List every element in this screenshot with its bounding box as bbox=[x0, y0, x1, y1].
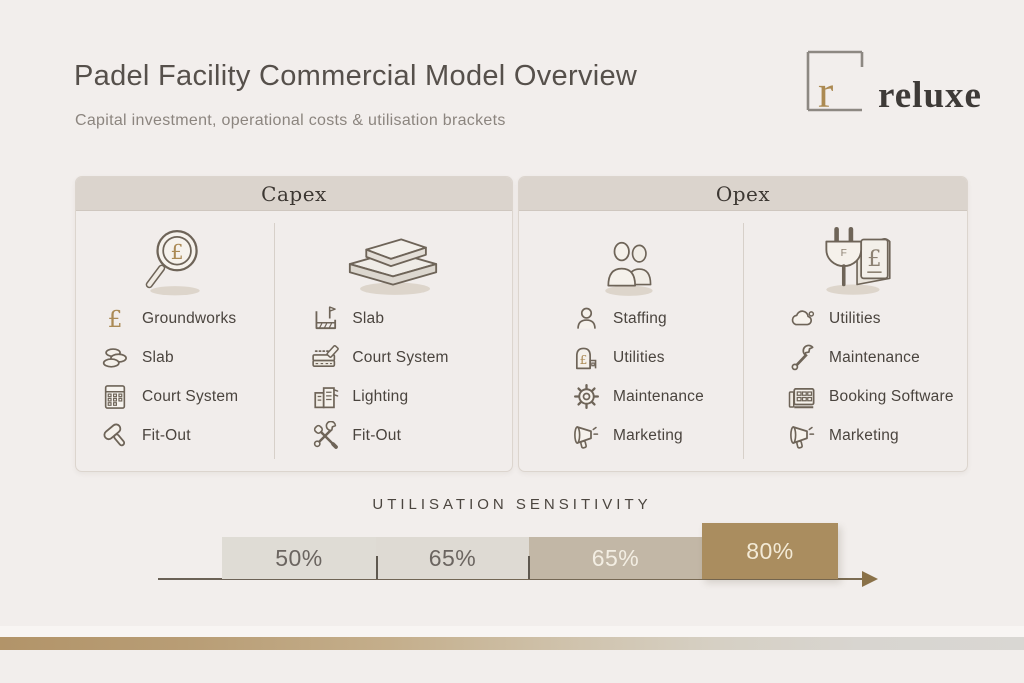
capex-column-2: Slab Court System Lighting Fit-Out bbox=[274, 211, 512, 471]
page-title: Padel Facility Commercial Model Overview bbox=[74, 60, 638, 92]
people-icon bbox=[519, 211, 743, 299]
segment-65-percent-low: 65% bbox=[376, 537, 529, 579]
axis-line bbox=[158, 578, 864, 580]
item-label: Booking Software bbox=[829, 387, 954, 405]
logo-wordmark: reluxe bbox=[878, 75, 982, 116]
footer-light-strip bbox=[0, 626, 1024, 637]
item-label: Marketing bbox=[613, 426, 683, 444]
segment-80-percent: 80% bbox=[702, 523, 838, 579]
opex-panel-title: Opex bbox=[519, 177, 967, 211]
list-item: Utilities bbox=[571, 338, 743, 377]
magnifier-pound-icon bbox=[76, 211, 274, 299]
slab-corner-flag-icon bbox=[310, 304, 340, 334]
sensitivity-title: UTILISATION SENSITIVITY bbox=[372, 496, 652, 513]
item-label: Court System bbox=[142, 387, 239, 405]
item-label: Court System bbox=[352, 348, 449, 366]
calculator-icon bbox=[100, 382, 130, 412]
list-item: Utilities bbox=[787, 299, 967, 338]
pound-icon bbox=[100, 304, 130, 334]
item-label: Maintenance bbox=[829, 348, 920, 366]
logo-mark-icon: r bbox=[806, 50, 864, 117]
axis-tick bbox=[528, 556, 530, 579]
item-label: Utilities bbox=[829, 309, 881, 327]
segment-65-percent-mid: 65% bbox=[529, 537, 702, 579]
list-item: Slab bbox=[310, 299, 512, 338]
reluxe-logo: r reluxe bbox=[806, 50, 982, 117]
item-label: Lighting bbox=[352, 387, 409, 405]
list-item: Maintenance bbox=[571, 377, 743, 416]
axis-arrow-icon bbox=[862, 571, 878, 587]
list-item: Staffing bbox=[571, 299, 743, 338]
list-item: Fit-Out bbox=[310, 416, 512, 455]
person-icon bbox=[571, 304, 601, 334]
item-label: Fit-Out bbox=[142, 426, 191, 444]
svg-text:r: r bbox=[818, 66, 833, 112]
megaphone-icon bbox=[571, 421, 601, 451]
list-item: Court System bbox=[100, 377, 274, 416]
item-label: Groundworks bbox=[142, 309, 237, 327]
cloud-icon bbox=[787, 304, 817, 334]
footer-gradient-bar bbox=[0, 637, 1024, 650]
capex-panel: Capex Groundworks Slab Court System bbox=[75, 176, 513, 472]
item-label: Slab bbox=[352, 309, 385, 327]
axis-tick bbox=[376, 556, 378, 579]
list-item: Booking Software bbox=[787, 377, 967, 416]
item-label: Marketing bbox=[829, 426, 899, 444]
opex-column-2: Utilities Maintenance Booking Software M… bbox=[743, 211, 967, 471]
list-item: Groundworks bbox=[100, 299, 274, 338]
list-item: Slab bbox=[100, 338, 274, 377]
wrench-icon bbox=[787, 343, 817, 373]
item-label: Slab bbox=[142, 348, 174, 366]
item-label: Staffing bbox=[613, 309, 667, 327]
item-label: Utilities bbox=[613, 348, 665, 366]
capex-panel-title: Capex bbox=[76, 177, 512, 211]
list-item: Marketing bbox=[787, 416, 967, 455]
slab-stack-icon bbox=[274, 211, 512, 299]
booking-screen-icon bbox=[787, 382, 817, 412]
list-item: Marketing bbox=[571, 416, 743, 455]
building-lights-icon bbox=[310, 382, 340, 412]
plug-pound-icon bbox=[743, 211, 967, 299]
list-item: Fit-Out bbox=[100, 416, 274, 455]
gear-icon bbox=[571, 382, 601, 412]
coins-icon bbox=[100, 343, 130, 373]
list-item: Court System bbox=[310, 338, 512, 377]
crossed-tools-icon bbox=[310, 421, 340, 451]
item-label: Fit-Out bbox=[352, 426, 402, 444]
segment-50-percent: 50% bbox=[222, 537, 376, 579]
court-layers-icon bbox=[310, 343, 340, 373]
page-subtitle: Capital investment, operational costs & … bbox=[75, 112, 506, 129]
mallet-icon bbox=[100, 421, 130, 451]
capex-column-1: Groundworks Slab Court System Fit-Out bbox=[76, 211, 274, 471]
list-item: Lighting bbox=[310, 377, 512, 416]
list-item: Maintenance bbox=[787, 338, 967, 377]
item-label: Maintenance bbox=[613, 387, 704, 405]
opex-column-1: Staffing Utilities Maintenance Marketing bbox=[519, 211, 743, 471]
house-pound-icon bbox=[571, 343, 601, 373]
opex-panel: Opex Staffing Utilities Maintenance bbox=[518, 176, 968, 472]
megaphone-icon bbox=[787, 421, 817, 451]
